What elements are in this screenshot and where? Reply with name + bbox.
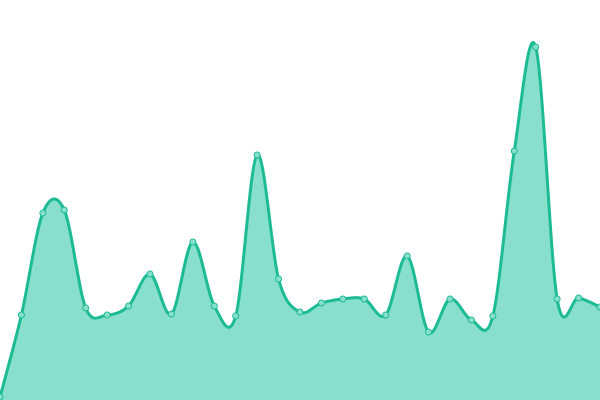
data-point <box>317 299 325 307</box>
data-point <box>103 311 111 319</box>
data-point <box>339 295 347 303</box>
data-point <box>125 302 133 310</box>
data-point <box>510 147 518 155</box>
data-point <box>403 252 411 260</box>
data-point <box>425 328 433 336</box>
data-point <box>382 311 390 319</box>
data-point <box>232 312 240 320</box>
data-point <box>253 151 261 159</box>
data-point <box>210 302 218 310</box>
data-point <box>60 206 68 214</box>
data-point <box>596 303 600 311</box>
data-point <box>296 308 304 316</box>
data-point <box>146 270 154 278</box>
data-point <box>275 275 283 283</box>
data-point <box>360 295 368 303</box>
data-point <box>82 304 90 312</box>
data-points <box>0 43 600 400</box>
data-point <box>39 209 47 217</box>
data-point <box>553 295 561 303</box>
data-point <box>532 43 540 51</box>
data-point <box>467 316 475 324</box>
data-point <box>17 311 25 319</box>
data-point <box>189 238 197 246</box>
area-fill <box>0 42 600 400</box>
data-point <box>575 294 583 302</box>
data-point <box>489 312 497 320</box>
data-point <box>446 295 454 303</box>
data-point <box>0 393 4 400</box>
data-point <box>167 310 175 318</box>
